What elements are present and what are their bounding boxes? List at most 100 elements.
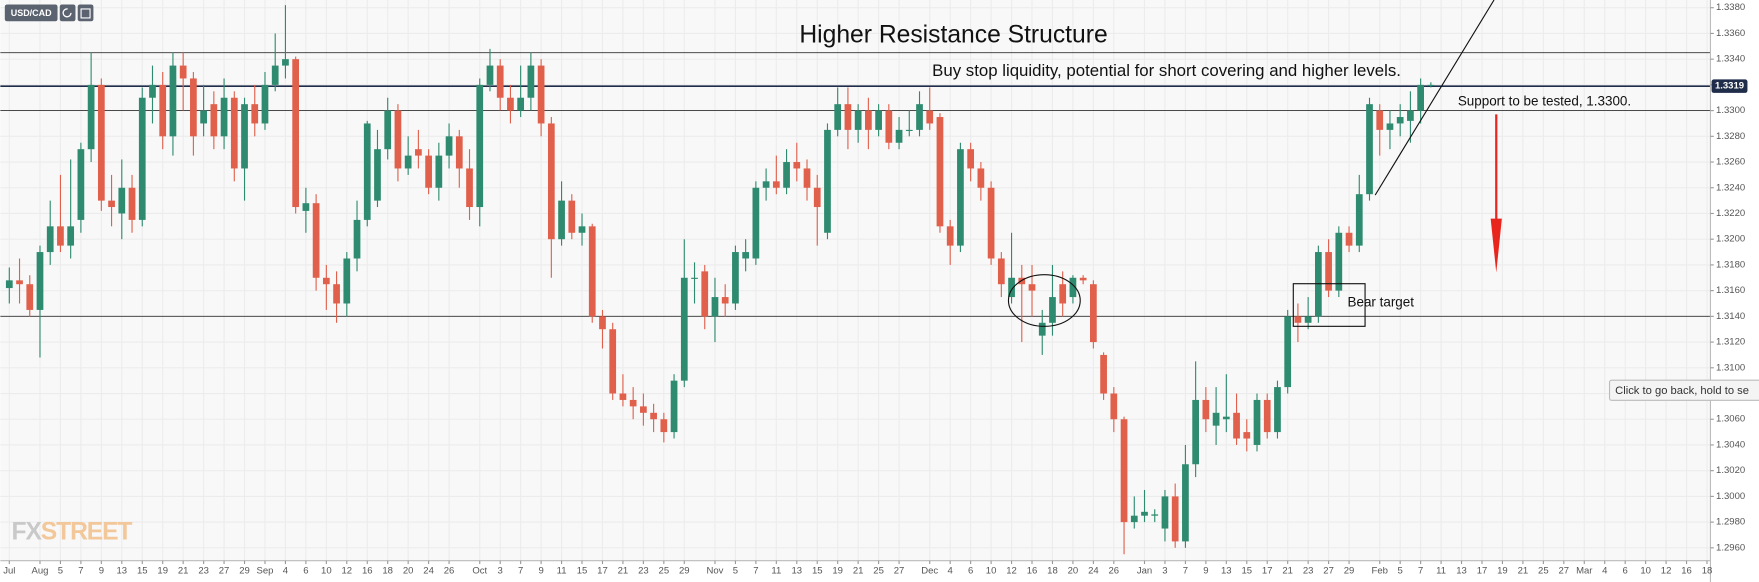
candle-body <box>547 123 555 240</box>
candle-body <box>1008 277 1015 298</box>
x-tick-label: 18 <box>1047 565 1058 576</box>
candle-body <box>77 149 85 220</box>
candle-body <box>466 168 473 208</box>
candle-body <box>834 104 842 130</box>
candle-body <box>200 110 207 124</box>
candle-body <box>517 97 525 111</box>
candle-body <box>1130 515 1138 523</box>
candle-body <box>1407 110 1414 121</box>
y-tick-label: 1.3140 <box>1716 311 1745 322</box>
last-price-label: 1.3319 <box>1715 81 1744 92</box>
candle-body <box>169 65 177 137</box>
candle-body <box>394 110 402 169</box>
watermark-left: FX <box>12 518 43 545</box>
candle-body <box>1110 393 1118 420</box>
candle-body <box>1171 496 1179 542</box>
candle-body <box>271 65 279 85</box>
candle-body <box>732 252 739 304</box>
candle-body <box>384 110 392 150</box>
x-tick-label: 15 <box>577 565 588 576</box>
y-tick-label: 1.3160 <box>1716 285 1745 296</box>
box-drawing <box>1292 283 1366 327</box>
candle-body <box>772 181 780 188</box>
x-tick-label: 18 <box>1702 565 1713 576</box>
candle-body <box>230 97 238 169</box>
refresh-button[interactable] <box>59 4 76 22</box>
y-tick-label: 1.3200 <box>1716 234 1745 245</box>
x-tick-label: 24 <box>1088 565 1099 576</box>
x-tick-label: 23 <box>198 565 209 576</box>
candle-body <box>496 65 504 98</box>
candle-body <box>650 412 657 420</box>
y-tick-label: 1.2980 <box>1716 517 1745 528</box>
x-tick-label: 26 <box>1109 565 1120 576</box>
candle-body <box>1325 252 1332 291</box>
x-tick-label: 4 <box>283 565 289 576</box>
x-tick-label: 6 <box>303 565 308 576</box>
x-tick-label: Dec <box>921 565 938 576</box>
candle-body <box>292 59 300 208</box>
x-tick-label: 13 <box>117 565 128 576</box>
candle-body <box>946 226 954 246</box>
candle-body <box>803 168 811 188</box>
candle-body <box>404 155 412 169</box>
y-tick-label: 1.3380 <box>1716 2 1745 13</box>
candle-body <box>895 129 903 143</box>
candle-body <box>16 280 23 285</box>
symbol-button[interactable] <box>4 4 58 22</box>
annotation: Bear target <box>1348 294 1415 309</box>
watermark: FXSTREET <box>12 518 133 545</box>
candle-body <box>701 271 709 317</box>
candle-body <box>1243 432 1251 439</box>
candle-body <box>1396 117 1404 124</box>
refresh-icon <box>62 8 72 18</box>
candle-body <box>179 65 187 79</box>
x-tick-label: 4 <box>1602 565 1608 576</box>
candle-body <box>568 200 576 233</box>
y-tick-label: 1.3260 <box>1716 157 1745 168</box>
candle-body <box>476 84 484 208</box>
candle-body <box>445 136 453 156</box>
x-tick-label: 13 <box>1221 565 1232 576</box>
y-tick-label: 1.3000 <box>1716 491 1745 502</box>
candle-body <box>1376 110 1384 130</box>
candle-body <box>916 104 923 130</box>
candle-body <box>67 226 75 246</box>
candle-body <box>793 162 801 169</box>
candle-body <box>46 226 54 253</box>
candle-body <box>322 277 330 285</box>
x-tick-label: 23 <box>1303 565 1314 576</box>
candle-body <box>1304 316 1312 323</box>
calendar-icon <box>80 8 91 19</box>
candle-body <box>1335 232 1343 291</box>
x-tick-label: 10 <box>1640 565 1651 576</box>
candle-body <box>118 187 126 214</box>
candle-body <box>1263 399 1271 433</box>
candle-body <box>537 65 545 124</box>
circle-drawing <box>1007 274 1081 327</box>
x-tick-label: 15 <box>137 565 148 576</box>
x-tick-label: 27 <box>1323 565 1334 576</box>
candle-body <box>1049 297 1056 323</box>
candle-body <box>1100 354 1107 394</box>
candle-body <box>599 316 606 330</box>
y-tick-label: 1.3100 <box>1716 362 1745 373</box>
candle-body <box>138 97 146 220</box>
x-tick-label: 21 <box>618 565 629 576</box>
candle-body <box>824 129 831 233</box>
candle-body <box>1151 514 1159 516</box>
calendar-button[interactable] <box>77 4 94 22</box>
x-tick-label: 29 <box>239 565 250 576</box>
x-tick-label: Sep <box>257 565 274 576</box>
candle-body <box>609 329 617 394</box>
x-tick-label: 7 <box>1183 565 1188 576</box>
candle-body <box>752 187 760 259</box>
candle-body <box>1427 84 1435 86</box>
x-tick-label: 9 <box>99 565 104 576</box>
candle-body <box>1345 232 1353 246</box>
candle-body <box>1366 104 1373 195</box>
x-tick-label: 7 <box>1418 565 1423 576</box>
x-tick-label: 7 <box>753 565 758 576</box>
